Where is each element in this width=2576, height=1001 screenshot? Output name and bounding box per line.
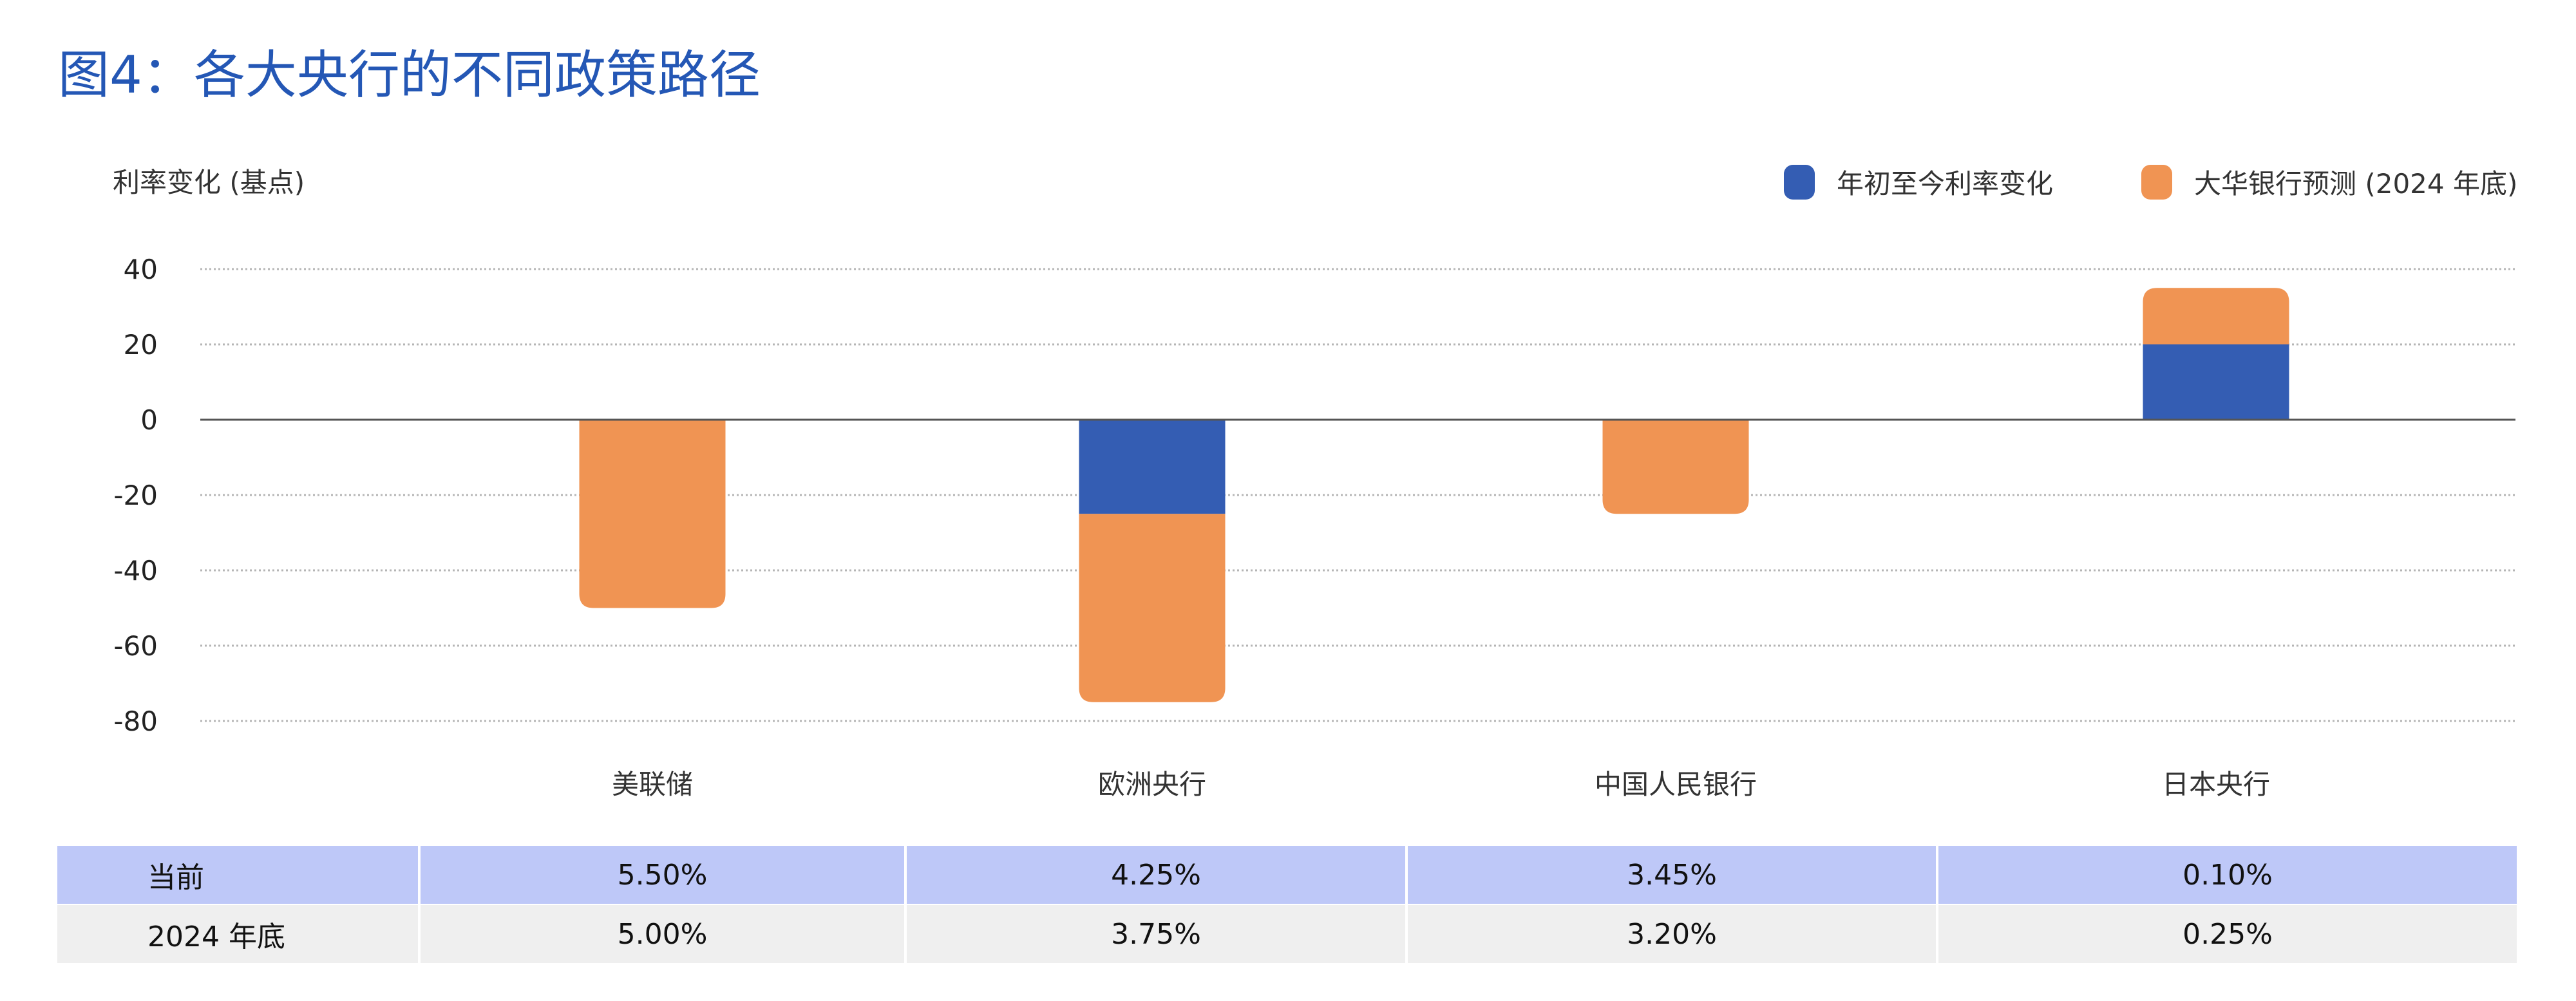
rate-table: 当前 5.50% 4.25% 3.45% 0.10% 2024 年底 5.00%…	[57, 846, 2517, 964]
legend-swatch-blue	[1784, 164, 1815, 200]
bar-forecast	[579, 420, 726, 608]
table-row: 2024 年底 5.00% 3.75% 3.20% 0.25%	[57, 905, 2517, 963]
table-cell: 5.50%	[421, 846, 907, 904]
bar-ytd-change	[2143, 344, 2289, 420]
bar-ytd-change	[1079, 420, 1226, 514]
bar-forecast	[1079, 514, 1226, 702]
table-cell: 3.45%	[1408, 846, 1938, 904]
x-tick-label: 欧洲央行	[1097, 769, 1206, 800]
legend-label: 大华银行预测 (2024 年底)	[2194, 168, 2518, 200]
y-tick-label: 40	[124, 254, 158, 285]
x-tick-label: 中国人民银行	[1594, 769, 1757, 800]
chart-title: 图4：各大央行的不同政策路径	[58, 45, 761, 105]
legend-swatch-orange	[2141, 164, 2172, 200]
y-tick-label: 0	[140, 404, 158, 436]
y-tick-label: -40	[113, 555, 158, 586]
y-tick-label: 20	[124, 329, 158, 360]
legend-item-forecast: 大华银行预测 (2024 年底)	[2141, 162, 2517, 201]
legend-item-ytd: 年初至今利率变化	[1784, 162, 2053, 201]
row-label: 当前	[57, 846, 421, 904]
table-cell: 0.10%	[1938, 846, 2517, 904]
y-tick-label: -60	[113, 630, 158, 662]
x-tick-label: 日本央行	[2161, 769, 2270, 800]
table-cell: 5.00%	[421, 905, 907, 963]
y-axis-label: 利率变化 (基点)	[113, 167, 305, 198]
table-row: 当前 5.50% 4.25% 3.45% 0.10%	[57, 846, 2517, 904]
bar-forecast	[2143, 288, 2289, 344]
table-cell: 3.75%	[907, 905, 1408, 963]
y-tick-label: -20	[113, 480, 158, 511]
table-cell: 4.25%	[907, 846, 1408, 904]
bar-forecast	[1602, 420, 1749, 514]
y-tick-label: -80	[113, 706, 158, 737]
table-cell: 0.25%	[1938, 905, 2517, 963]
x-tick-label: 美联储	[611, 769, 693, 800]
row-label: 2024 年底	[57, 905, 421, 963]
table-cell: 3.20%	[1408, 905, 1938, 963]
legend-label: 年初至今利率变化	[1837, 168, 2054, 200]
